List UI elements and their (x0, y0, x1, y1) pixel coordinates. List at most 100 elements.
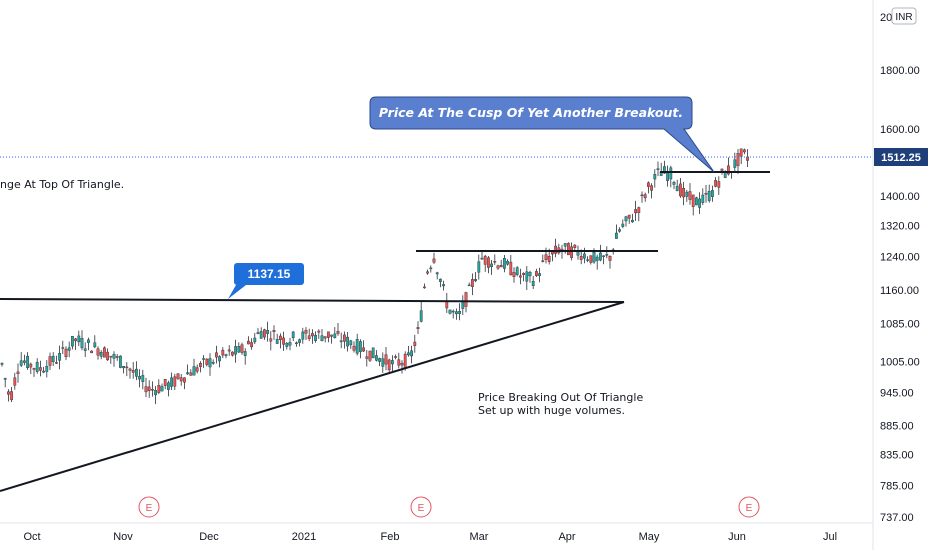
candle-up (605, 254, 609, 256)
candle-up (23, 360, 26, 363)
candle-down (608, 256, 612, 261)
candle-up (407, 352, 410, 356)
candle-down (279, 335, 282, 340)
candle-up (19, 360, 23, 366)
candle-down (691, 194, 695, 207)
candle-down (602, 255, 606, 257)
triangle-upper-line[interactable] (0, 298, 625, 303)
candle-down (311, 333, 314, 337)
candle-down (509, 261, 513, 276)
candle-down (679, 183, 682, 197)
candle-up (349, 340, 353, 346)
candle-up (333, 333, 337, 338)
candle-down (317, 330, 321, 333)
candle-down (230, 351, 234, 356)
candle-up (186, 372, 189, 375)
price-tick-label: 785.00 (880, 480, 914, 492)
candle-up (448, 309, 452, 314)
candle-up (685, 191, 689, 197)
candle-down (32, 368, 36, 370)
candle-up (285, 343, 289, 347)
earnings-marker[interactable]: E (410, 496, 432, 518)
candle-down (397, 359, 401, 366)
candle-down (125, 366, 129, 369)
candle-up (320, 335, 324, 342)
candle-up (480, 257, 484, 260)
candle-down (90, 350, 94, 354)
candle-up (599, 252, 602, 261)
candle-up (355, 339, 359, 354)
candle-up (83, 348, 87, 351)
candle-down (189, 372, 193, 376)
time-tick-label: May (639, 531, 660, 543)
candle-up (3, 378, 7, 380)
candle-down (61, 347, 65, 349)
price-flag-pointer (228, 285, 246, 299)
earnings-marker[interactable]: E (138, 496, 160, 518)
price-tick-label: 737.00 (880, 512, 914, 524)
candle-up (675, 185, 679, 192)
candle-up (451, 310, 455, 313)
candle-up (490, 263, 493, 267)
price-axis[interactable]: 737.00 785.00 835.00 885.00 945.00 1005.00 108… (880, 65, 920, 524)
note-bottom-line-1: Price Breaking Out Of Triangle (478, 391, 643, 404)
candle-up (275, 339, 279, 344)
candle-down (567, 243, 570, 256)
last-price-tag-text: 1512.25 (881, 152, 921, 164)
candle-down (352, 345, 356, 351)
candle-up (339, 340, 343, 343)
candle-down (214, 352, 218, 358)
candle-up (666, 172, 670, 181)
price-flag[interactable]: 1137.15 (228, 263, 304, 299)
earnings-marker[interactable]: E (738, 496, 760, 518)
candle-down (6, 391, 10, 395)
candle-down (39, 367, 42, 371)
candle-up (515, 267, 519, 275)
candle-up (301, 331, 305, 340)
candle-up (419, 310, 423, 322)
candle-up (234, 346, 237, 355)
candle-down (106, 351, 110, 361)
candle-down (704, 192, 708, 195)
candle-down (29, 363, 33, 368)
candle-up (266, 330, 269, 334)
candle-down (647, 182, 650, 187)
candle-down (416, 327, 420, 329)
candle-up (80, 338, 84, 349)
candle-up (656, 168, 660, 170)
candle-up (669, 167, 673, 180)
price-flag-box (234, 263, 304, 285)
candle-down (74, 338, 78, 342)
candle-up (733, 159, 737, 168)
currency-badge[interactable]: INR (891, 7, 917, 25)
price-tick-label: 1240.00 (880, 252, 920, 264)
candle-down (195, 367, 199, 372)
price-tick-label: 1600.00 (880, 124, 920, 136)
triangle-lower-line[interactable] (0, 301, 625, 492)
callout-bubble[interactable]: Price At The Cusp Of Yet Another Breakou… (369, 96, 715, 173)
candle-up (586, 259, 590, 261)
candle-up (711, 190, 714, 197)
callout-text: Price At The Cusp Of Yet Another Breakou… (379, 105, 683, 120)
candle-up (467, 284, 471, 287)
candle-up (35, 362, 39, 372)
earnings-marker-label: E (746, 503, 753, 514)
candle-down (423, 286, 426, 289)
candle-down (413, 341, 417, 346)
last-price-tag-box (874, 148, 928, 166)
candle-down (64, 348, 68, 358)
candle-down (544, 254, 548, 260)
candles-layer (0, 148, 750, 405)
candle-up (618, 229, 622, 232)
candle-down (400, 362, 404, 366)
time-axis[interactable]: Oct Nov Dec 2021 Feb Mar Apr May Jun Jul (23, 531, 837, 543)
candle-down (547, 256, 551, 262)
candle-up (122, 366, 126, 369)
candle-up (26, 355, 29, 369)
candle-up (346, 336, 349, 347)
candle-up (503, 258, 506, 269)
price-tick-label: 1320.00 (880, 220, 920, 232)
candle-down (173, 376, 177, 387)
